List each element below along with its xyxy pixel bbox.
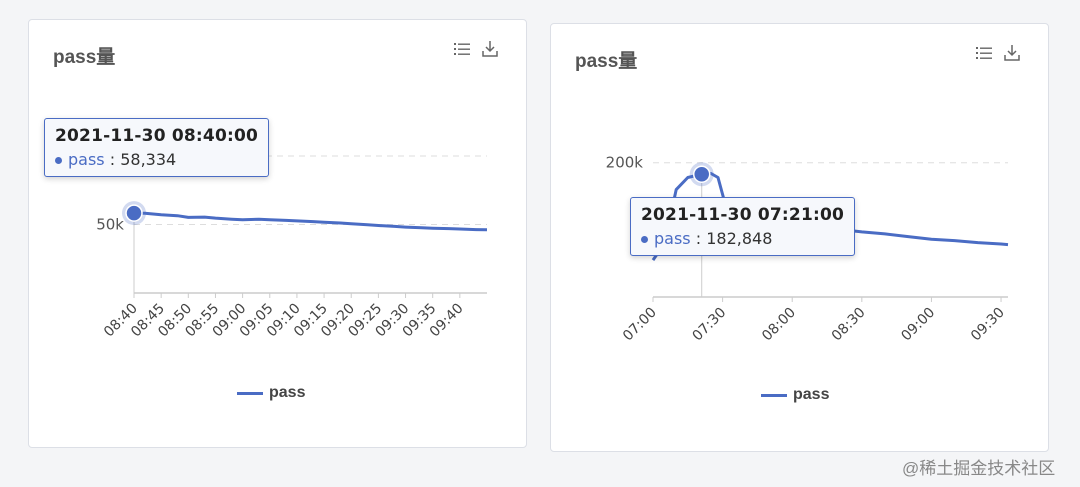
chart-panel-1: pass量 50k 08:40 08:45 08:50 08:55 09:00 09:05 0…: [28, 19, 527, 448]
panel-title: pass量: [575, 51, 638, 72]
line-chart: 50k08:4008:4508:5008:5509:0009:0509:1009…: [96, 155, 488, 340]
legend[interactable]: pass: [237, 384, 305, 402]
tooltip-series: pass: [68, 150, 105, 169]
tooltip: 2021-11-30 08:40:00 pass : 58,334: [44, 118, 270, 177]
tooltip-row: pass : 182,848: [641, 229, 844, 248]
tooltip-series: pass: [654, 229, 691, 248]
legend[interactable]: pass: [761, 386, 829, 404]
legend-label: pass: [793, 386, 830, 403]
y-tick-label: 50k: [96, 216, 124, 234]
x-tick-label: 08:00: [759, 305, 799, 345]
x-tick-label: 07:00: [620, 305, 660, 345]
legend-swatch: [237, 391, 263, 395]
y-tick-label: 200k: [606, 154, 644, 172]
list-icon[interactable]: [975, 44, 993, 62]
tooltip-time: 2021-11-30 07:21:00: [641, 205, 845, 225]
x-tick-label: 09:30: [968, 305, 1008, 345]
tooltip-value: 182,848: [706, 229, 773, 248]
tooltip-value: 58,334: [120, 150, 177, 169]
panel-title: pass量: [53, 47, 116, 68]
series-dot-icon: [641, 236, 648, 243]
download-icon[interactable]: [1003, 44, 1021, 62]
series-dot-icon: [55, 157, 62, 164]
download-icon[interactable]: [481, 40, 499, 58]
hover-point: [125, 204, 143, 222]
x-tick-label: 08:30: [829, 305, 869, 345]
tooltip-time: 2021-11-30 08:40:00: [55, 126, 259, 146]
series-line-pass: [133, 211, 488, 232]
legend-label: pass: [269, 384, 306, 401]
panel-toolbar: [975, 44, 1021, 62]
watermark: @稀土掘金技术社区: [902, 459, 1056, 478]
chart-panel-2: pass量 200k 07:00 07:30 08:00 08:30 09:00 09:30…: [550, 23, 1049, 452]
x-tick-label: 09:00: [898, 305, 938, 345]
x-tick-label: 07:30: [690, 305, 730, 345]
hover-point: [692, 165, 711, 183]
legend-swatch: [761, 393, 787, 397]
list-icon[interactable]: [453, 40, 471, 58]
tooltip-row: pass : 58,334: [55, 150, 258, 169]
tooltip: 2021-11-30 07:21:00 pass : 182,848: [630, 197, 856, 256]
panel-toolbar: [453, 40, 499, 58]
